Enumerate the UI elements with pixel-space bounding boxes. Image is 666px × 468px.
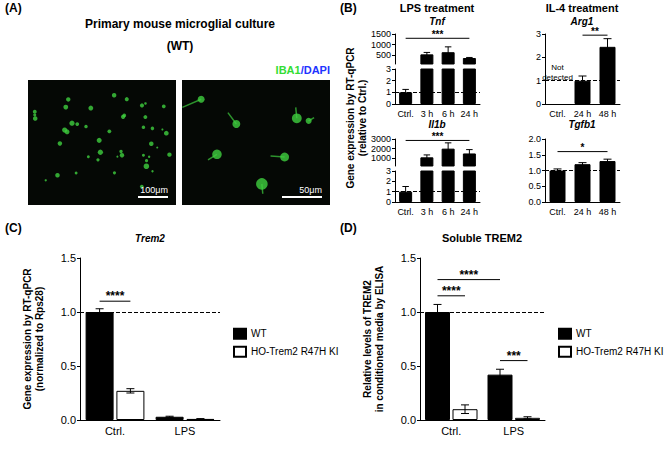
svg-text:2: 2	[386, 76, 391, 86]
svg-text:HO-Trem2 R47H KI: HO-Trem2 R47H KI	[576, 346, 663, 357]
svg-text:3 h: 3 h	[421, 109, 434, 119]
svg-text:6 h: 6 h	[442, 109, 455, 119]
svg-text:(B): (B)	[340, 1, 357, 15]
svg-text:detected: detected	[542, 73, 573, 82]
svg-text:1.0: 1.0	[401, 306, 416, 318]
svg-text:WT: WT	[251, 328, 267, 339]
svg-text:(A): (A)	[5, 1, 22, 15]
svg-text:Not: Not	[551, 63, 564, 72]
svg-text:IBA1: IBA1	[276, 64, 301, 76]
svg-text:LPS: LPS	[503, 425, 524, 437]
svg-text:3 h: 3 h	[421, 207, 434, 217]
svg-text:(relative to Ctrl.): (relative to Ctrl.)	[357, 80, 368, 157]
svg-text:0.5: 0.5	[61, 360, 76, 372]
svg-text:24 h: 24 h	[461, 207, 479, 217]
svg-text:0: 0	[536, 99, 541, 109]
svg-text:***: ***	[432, 131, 444, 142]
svg-text:1.0: 1.0	[61, 306, 76, 318]
svg-text:0.5: 0.5	[528, 181, 541, 191]
svg-text:WT: WT	[576, 328, 592, 339]
svg-text:1.5: 1.5	[528, 150, 541, 160]
svg-text:****: ****	[442, 284, 461, 298]
svg-text:(normalized to Rps28): (normalized to Rps28)	[34, 287, 45, 391]
svg-text:24 h: 24 h	[461, 109, 479, 119]
svg-text:IL-4 treatment: IL-4 treatment	[546, 2, 619, 14]
svg-text:**: **	[591, 26, 599, 37]
svg-text:Il1b: Il1b	[428, 119, 445, 130]
svg-text:0: 0	[386, 99, 391, 109]
svg-text:Ctrl.: Ctrl.	[549, 207, 566, 217]
svg-text:48 h: 48 h	[599, 109, 617, 119]
svg-text:Ctrl.: Ctrl.	[549, 109, 566, 119]
svg-text:*: *	[581, 142, 585, 153]
svg-text:3: 3	[386, 64, 391, 74]
svg-text:LPS treatment: LPS treatment	[400, 2, 475, 14]
svg-text:1000: 1000	[371, 153, 391, 163]
svg-text:1: 1	[386, 87, 391, 97]
svg-text:Primary mouse microglial cultu: Primary mouse microglial culture	[85, 17, 275, 31]
svg-text:2.0: 2.0	[528, 134, 541, 144]
svg-text:Arg1: Arg1	[570, 15, 594, 27]
svg-text:Tgfb1: Tgfb1	[568, 119, 596, 130]
svg-text:2000: 2000	[371, 144, 391, 154]
svg-text:1.0: 1.0	[528, 166, 541, 176]
svg-text:Relative levels of TREM2: Relative levels of TREM2	[362, 280, 373, 398]
svg-text:LPS: LPS	[175, 425, 196, 437]
svg-text:0.0: 0.0	[401, 414, 416, 426]
svg-text:0.0: 0.0	[61, 414, 76, 426]
svg-text:HO-Trem2 R47H KI: HO-Trem2 R47H KI	[251, 346, 338, 357]
svg-text:50μm: 50μm	[299, 185, 322, 195]
svg-text:Ctrl.: Ctrl.	[105, 425, 125, 437]
svg-text:100μm: 100μm	[140, 185, 168, 195]
svg-text:0.0: 0.0	[528, 197, 541, 207]
svg-text:24 h: 24 h	[574, 109, 592, 119]
svg-text:1: 1	[536, 76, 541, 86]
svg-text:1: 1	[386, 187, 391, 197]
svg-text:Tnf: Tnf	[429, 16, 446, 27]
svg-text:2: 2	[386, 176, 391, 186]
svg-text:***: ***	[507, 349, 521, 363]
svg-text:(D): (D)	[340, 221, 357, 235]
svg-text:3000: 3000	[371, 134, 391, 144]
svg-text:Gene expression by RT-qPCR: Gene expression by RT-qPCR	[345, 47, 356, 189]
svg-text:0.5: 0.5	[401, 360, 416, 372]
svg-text:1000: 1000	[371, 40, 391, 50]
svg-text:48 h: 48 h	[599, 207, 617, 217]
svg-text:****: ****	[459, 268, 478, 282]
svg-text:1.5: 1.5	[401, 252, 416, 264]
svg-text:Ctrl.: Ctrl.	[397, 109, 414, 119]
svg-text:2: 2	[536, 52, 541, 62]
svg-text:(C): (C)	[5, 221, 22, 235]
svg-text:500: 500	[376, 50, 391, 60]
svg-text:Trem2: Trem2	[135, 233, 165, 244]
svg-text:3: 3	[536, 29, 541, 39]
svg-text:/DAPI: /DAPI	[301, 64, 330, 76]
svg-text:***: ***	[432, 29, 444, 40]
svg-text:Gene expression by RT-qPCR: Gene expression by RT-qPCR	[22, 268, 33, 410]
svg-text:Soluble TREM2: Soluble TREM2	[442, 232, 522, 244]
svg-text:0: 0	[386, 197, 391, 207]
svg-text:Ctrl.: Ctrl.	[397, 207, 414, 217]
svg-text:(WT): (WT)	[167, 39, 194, 53]
svg-text:6 h: 6 h	[442, 207, 455, 217]
svg-text:****: ****	[106, 289, 125, 303]
svg-text:3: 3	[386, 166, 391, 176]
svg-text:Ctrl.: Ctrl.	[441, 425, 461, 437]
svg-text:1.5: 1.5	[61, 252, 76, 264]
svg-text:in conditioned media by ELISA: in conditioned media by ELISA	[374, 266, 385, 413]
svg-text:1500: 1500	[371, 29, 391, 39]
svg-text:24 h: 24 h	[574, 207, 592, 217]
